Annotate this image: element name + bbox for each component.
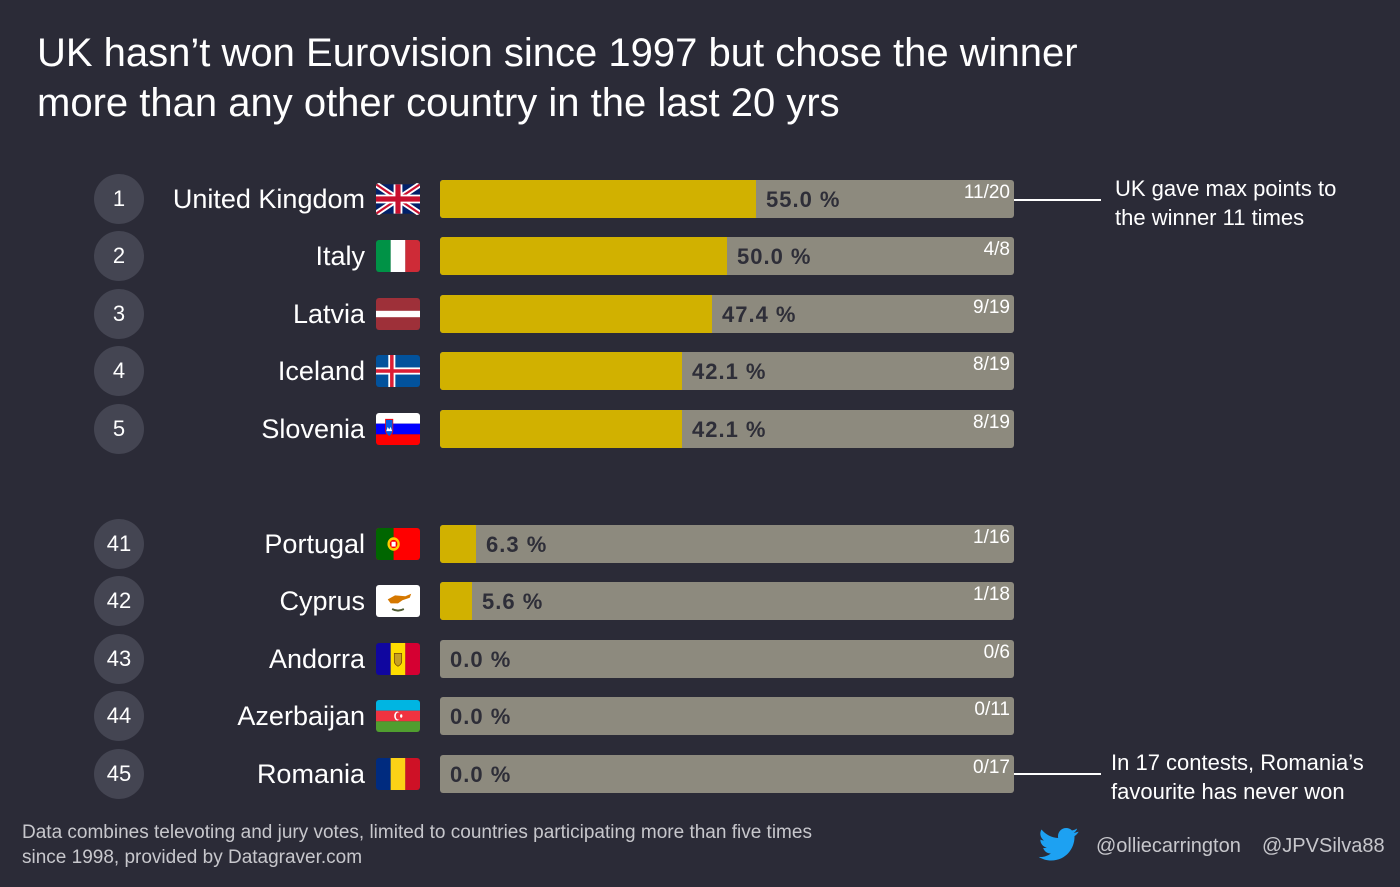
bar-track: 0.0 % 0/17 (440, 755, 1014, 793)
bar-fill (440, 525, 476, 563)
latvia-flag (376, 298, 420, 330)
value-label: 5.6 % (482, 589, 544, 614)
romania-annotation-line-2: favourite has never won (1111, 779, 1345, 804)
country-label: Azerbaijan (237, 701, 365, 731)
cyprus-flag (376, 585, 420, 617)
portugal-flag (376, 528, 420, 560)
country-label: Cyprus (279, 586, 365, 616)
uk-annotation-line-1: UK gave max points to (1115, 176, 1337, 201)
bar-fill (440, 237, 727, 275)
ratio-label: 11/20 (963, 182, 1010, 203)
value-label: 0.0 % (450, 704, 512, 729)
rank-badge: 43 (94, 634, 144, 684)
bar-row: 45 Romania 0.0 % 0/17 (0, 748, 1400, 800)
iceland-flag (376, 355, 420, 387)
chart-title: UK hasn’t won Eurovision since 1997 but … (37, 28, 1237, 128)
ratio-label: 0/17 (973, 757, 1010, 778)
romania-annotation-line-1: In 17 contests, Romania’s (1111, 750, 1364, 775)
bar-track: 5.6 % 1/18 (440, 582, 1014, 620)
value-label: 47.4 % (722, 302, 797, 327)
country-label: Portugal (264, 529, 365, 559)
country-label: Italy (315, 241, 365, 271)
ratio-label: 4/8 (983, 239, 1010, 260)
slovenia-flag (376, 413, 420, 445)
bar-track: 0.0 % 0/6 (440, 640, 1014, 678)
uk-annotation-line-2: the winner 11 times (1115, 205, 1305, 230)
footnote-line-2: since 1998, provided by Datagraver.com (22, 847, 363, 868)
bar-row: 41 Portugal 6.3 % 1/16 (0, 518, 1400, 570)
azerbaijan-flag (376, 700, 420, 732)
ratio-label: 8/19 (973, 354, 1010, 375)
rank-badge: 44 (94, 691, 144, 741)
italy-flag (376, 240, 420, 272)
ratio-label: 0/11 (974, 699, 1010, 720)
bar-row: 44 Azerbaijan 0.0 % 0/11 (0, 690, 1400, 742)
bar-row: 42 Cyprus 5.6 % 1/18 (0, 575, 1400, 627)
rank-badge: 41 (94, 519, 144, 569)
uk-annotation-leader-line (1014, 199, 1101, 201)
ratio-label: 0/6 (983, 642, 1010, 663)
credit-handle-2[interactable]: @JPVSilva88 (1262, 835, 1385, 857)
bar-row: 3 Latvia 47.4 % 9/19 (0, 288, 1400, 340)
value-label: 55.0 % (766, 187, 841, 212)
bar-track: 50.0 % 4/8 (440, 237, 1014, 275)
twitter-bird-icon (1038, 828, 1079, 861)
rank-badge: 42 (94, 576, 144, 626)
country-label: United Kingdom (172, 184, 365, 214)
chart-title-line-2: more than any other country in the last … (37, 81, 840, 125)
bar-row: 4 Iceland 42.1 % 8/19 (0, 345, 1400, 397)
bar-fill (440, 410, 682, 448)
bar-track: 42.1 % 8/19 (440, 352, 1014, 390)
value-label: 0.0 % (450, 647, 512, 672)
rank-badge: 5 (94, 404, 144, 454)
romania-flag (376, 758, 420, 790)
uk-annotation: UK gave max points to the winner 11 time… (1115, 174, 1336, 232)
bar-row: 5 Slovenia 42.1 % 8/19 (0, 403, 1400, 455)
value-label: 42.1 % (692, 417, 767, 442)
country-label: Iceland (277, 356, 365, 386)
footnote-line-1: Data combines televoting and jury votes,… (22, 822, 812, 843)
rank-badge: 1 (94, 174, 144, 224)
author-credits: @olliecarrington @JPVSilva88 (1036, 824, 1400, 868)
credit-handle-1[interactable]: @olliecarrington (1096, 835, 1241, 857)
value-label: 6.3 % (486, 532, 548, 557)
rank-badge: 4 (94, 346, 144, 396)
bar-track: 55.0 % 11/20 (440, 180, 1014, 218)
bar-fill (440, 352, 682, 390)
value-label: 42.1 % (692, 359, 767, 384)
country-label: Andorra (268, 644, 365, 674)
uk-flag (376, 183, 420, 215)
bar-fill (440, 582, 472, 620)
ratio-label: 1/16 (973, 527, 1010, 548)
country-label: Latvia (292, 299, 365, 329)
ratio-label: 1/18 (973, 584, 1010, 605)
bar-track: 42.1 % 8/19 (440, 410, 1014, 448)
country-label: Slovenia (261, 414, 365, 444)
chart-title-line-1: UK hasn’t won Eurovision since 1997 but … (37, 31, 1078, 75)
bar-track: 47.4 % 9/19 (440, 295, 1014, 333)
bar-fill (440, 180, 756, 218)
bar-fill (440, 295, 712, 333)
romania-annotation: In 17 contests, Romania’s favourite has … (1111, 748, 1364, 806)
ratio-label: 8/19 (973, 412, 1010, 433)
rank-badge: 45 (94, 749, 144, 799)
bar-row: 1 United Kingdom 55.0 % 11/20 (0, 173, 1400, 225)
rank-badge: 2 (94, 231, 144, 281)
country-label: Romania (256, 759, 365, 789)
romania-annotation-leader-line (1014, 773, 1101, 775)
ratio-label: 9/19 (973, 297, 1010, 318)
bar-track: 6.3 % 1/16 (440, 525, 1014, 563)
bar-row: 43 Andorra 0.0 % 0/6 (0, 633, 1400, 685)
bar-row: 2 Italy 50.0 % 4/8 (0, 230, 1400, 282)
andorra-flag (376, 643, 420, 675)
value-label: 50.0 % (737, 244, 812, 269)
bar-track: 0.0 % 0/11 (440, 697, 1014, 735)
source-footnote: Data combines televoting and jury votes,… (22, 820, 922, 870)
rank-badge: 3 (94, 289, 144, 339)
value-label: 0.0 % (450, 762, 512, 787)
